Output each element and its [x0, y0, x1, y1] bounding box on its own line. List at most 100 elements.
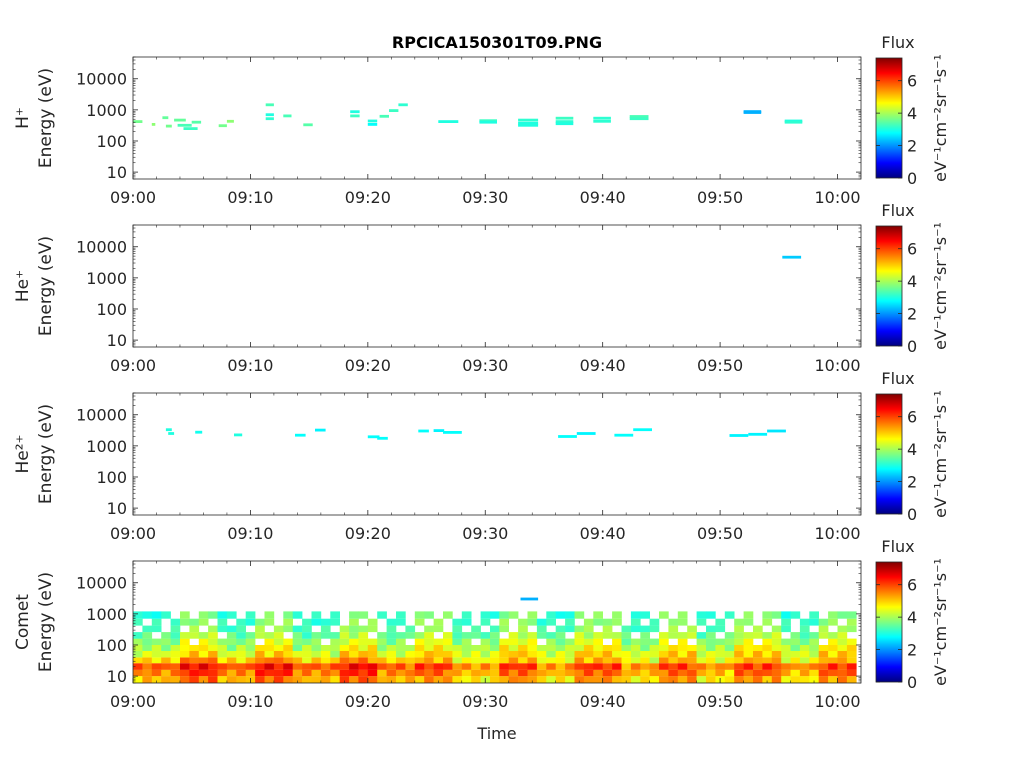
colorbar: Flux 0 2 4 6 eV⁻¹cm⁻²sr⁻¹s⁻¹ [875, 369, 950, 524]
data-segment [558, 435, 577, 438]
data-segment [183, 127, 198, 130]
spectrogram-cell [217, 611, 228, 619]
spectrogram-cell [226, 625, 237, 633]
spectrogram-cell [283, 669, 293, 677]
spectrogram-cell [724, 676, 735, 683]
spectrogram-cell [330, 611, 340, 619]
spectrogram-cell [349, 657, 359, 664]
spectrogram-cell [264, 645, 275, 651]
spectrogram-cell [799, 651, 810, 658]
spectrogram-cell [809, 676, 819, 683]
data-segment [784, 120, 803, 124]
spectrogram-cell [255, 651, 265, 658]
spectrogram-cell [358, 611, 369, 619]
spectrogram-cell [217, 663, 228, 670]
spectrogram-cell [743, 669, 754, 677]
spectrogram-cell [386, 663, 397, 670]
spectrogram-cell [574, 663, 585, 670]
spectrogram-cell [405, 632, 416, 639]
colorbar-tick-label: 0 [907, 337, 917, 356]
spectrogram-cell [799, 676, 810, 683]
spectrogram-cell [743, 618, 754, 626]
spectrogram-cell [574, 651, 585, 658]
spectrogram-cell [226, 669, 237, 677]
spectrogram-cell [602, 657, 613, 664]
spectrogram-cell [161, 663, 171, 670]
spectrogram-cell [471, 625, 481, 633]
spectrogram-cell [255, 657, 265, 664]
spectrogram-cell [414, 611, 425, 619]
spectrogram-cell [283, 651, 293, 658]
data-segment [303, 123, 313, 127]
spectrogram-cell [217, 657, 228, 664]
spectrogram-cell [443, 651, 453, 658]
spectrogram-cell [799, 657, 810, 664]
spectrogram-cell [245, 651, 256, 658]
spectrogram-cell [499, 611, 509, 619]
spectrogram-cell [771, 651, 782, 658]
species-label: H⁺ [13, 107, 33, 129]
spectrogram-cell [753, 651, 763, 658]
spectrogram-cell [602, 669, 613, 677]
spectrogram-cell [527, 638, 538, 645]
spectrogram-cell [461, 657, 472, 664]
spectrogram-cell [433, 676, 444, 683]
spectrogram-cell [809, 618, 819, 626]
spectrogram-cell [555, 632, 566, 639]
spectrogram-cell [283, 618, 293, 626]
spectrogram-cell [762, 663, 773, 670]
y-tick-label: 100 [96, 300, 127, 319]
spectrogram-cell [339, 651, 350, 658]
spectrogram-cell [490, 638, 500, 645]
spectrogram-cell [508, 663, 519, 670]
spectrogram-cell [292, 625, 303, 633]
spectrogram-cell [762, 657, 773, 664]
spectrogram-cell [217, 645, 228, 651]
spectrogram-cell [180, 657, 190, 664]
spectrogram-cell [339, 632, 350, 639]
colorbar-fill [875, 561, 903, 683]
spectrogram-cell [180, 611, 190, 619]
spectrogram-cell [414, 663, 425, 670]
spectrogram-cell [659, 669, 669, 677]
spectrogram-cell [565, 651, 575, 658]
spectrogram-cell [161, 676, 171, 683]
spectrogram-cell [330, 663, 340, 670]
spectrogram-cell [170, 618, 181, 626]
spectrogram-cell [320, 632, 331, 639]
spectrogram-cell [480, 632, 491, 639]
spectrogram-cell [734, 663, 744, 670]
panels: 09:00 09:10 09:20 09:30 09:40 09:50 10:0010100… [13, 33, 950, 711]
spectrogram-cell [480, 611, 491, 619]
spectrogram-cell [208, 611, 218, 619]
spectrogram-cell [339, 676, 350, 683]
spectrogram-cell [527, 663, 538, 670]
spectrogram-cell [687, 645, 697, 651]
spectrogram-cell [405, 657, 416, 664]
spectrogram-cell [546, 618, 556, 626]
data-segment [518, 121, 539, 125]
data-layer [165, 428, 786, 440]
spectrogram-cell [536, 645, 547, 651]
spectrogram-cell [471, 632, 481, 639]
spectrogram-cell [273, 651, 284, 658]
colorbar-fill [875, 225, 903, 347]
spectrogram-cell [846, 618, 857, 626]
spectrogram-cell [677, 676, 688, 683]
data-segment [518, 123, 539, 127]
x-tick-label: 09:30 [462, 692, 508, 711]
spectrogram-cell [677, 663, 688, 670]
data-segment [350, 110, 360, 114]
colorbar-tick-label: 2 [907, 641, 917, 660]
spectrogram-cell [602, 632, 613, 639]
data-segment [593, 119, 611, 123]
spectrogram-cell [292, 676, 303, 683]
data-segment [165, 124, 172, 128]
spectrogram-cell [499, 657, 509, 664]
spectrogram-cell [536, 651, 547, 658]
spectrogram-cell [790, 676, 801, 683]
x-tick-label: 09:20 [345, 356, 391, 375]
spectrogram-cell [828, 676, 838, 683]
spectrogram-cell [677, 618, 688, 626]
spectrogram-cell [405, 669, 416, 677]
